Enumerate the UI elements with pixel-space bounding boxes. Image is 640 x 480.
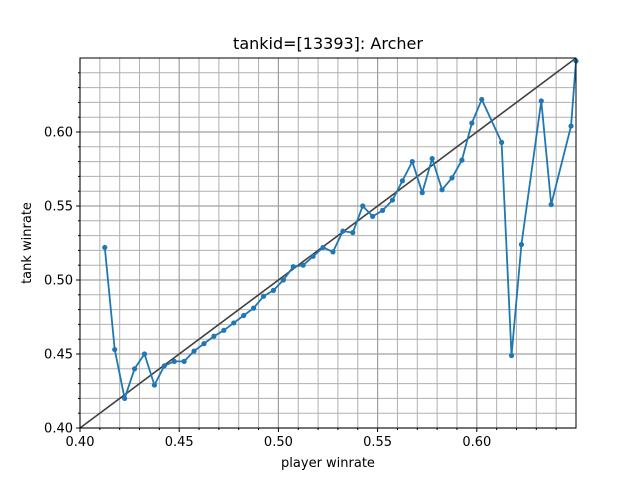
- data-point: [290, 264, 296, 270]
- minor-grid: [80, 58, 576, 428]
- data-point: [141, 351, 148, 357]
- series-group: [102, 58, 579, 401]
- data-point: [568, 123, 574, 129]
- data-point: [231, 320, 237, 326]
- data-point: [469, 120, 475, 126]
- x-tick-label: 0.40: [66, 435, 95, 450]
- data-point: [211, 333, 217, 339]
- data-point: [340, 228, 346, 234]
- ticks-group: 0.40 0.45 0.50 0.55 0.60 0.40 0.45 0.50 0.55 0.60: [44, 72, 557, 450]
- data-point: [449, 175, 455, 181]
- data-point: [300, 262, 306, 268]
- x-tick-label: 0.55: [363, 435, 392, 450]
- data-point: [548, 201, 554, 208]
- data-point: [399, 178, 405, 184]
- data-point: [122, 395, 128, 401]
- data-point: [370, 213, 376, 219]
- plot-frame: [79, 57, 577, 429]
- data-point: [181, 358, 187, 364]
- data-point: [508, 352, 515, 359]
- data-point: [538, 98, 544, 104]
- data-point: [429, 156, 435, 162]
- chart-title: tankid=[13393]: Archer: [233, 34, 423, 53]
- data-point: [260, 293, 267, 299]
- data-point: [241, 312, 247, 319]
- data-point: [310, 253, 316, 259]
- y-tick-label: 0.45: [44, 348, 73, 363]
- data-point: [439, 187, 445, 193]
- reference-line-group: [79, 57, 577, 429]
- data-point: [320, 244, 326, 251]
- data-point: [389, 197, 396, 203]
- y-tick-label: 0.55: [44, 200, 73, 215]
- data-point: [409, 159, 415, 165]
- data-point: [151, 382, 157, 388]
- data-point: [360, 203, 366, 209]
- data-point: [459, 157, 465, 163]
- y-tick-label: 0.40: [44, 422, 73, 437]
- data-point: [112, 346, 118, 353]
- data-point: [102, 244, 108, 251]
- data-point: [479, 96, 485, 103]
- data-point: [251, 305, 257, 311]
- data-point: [270, 287, 277, 293]
- x-tick-label: 0.60: [462, 435, 491, 450]
- data-point: [131, 366, 138, 372]
- x-tick-label: 0.50: [264, 435, 293, 450]
- y-tick-label: 0.60: [44, 126, 73, 141]
- data-point: [379, 207, 386, 214]
- data-point: [221, 327, 227, 333]
- data-point: [161, 363, 167, 369]
- data-point: [350, 230, 356, 236]
- data-point: [419, 190, 425, 196]
- series-line: [103, 60, 577, 400]
- data-point: [191, 348, 197, 354]
- y-axis-label: tank winrate: [20, 202, 35, 284]
- reference-line: [79, 57, 577, 429]
- data-point: [201, 341, 207, 347]
- data-point: [499, 139, 505, 145]
- data-point: [518, 241, 525, 248]
- y-tick-label: 0.50: [44, 274, 73, 289]
- data-point: [280, 277, 286, 283]
- x-tick-label: 0.45: [165, 435, 194, 450]
- data-point: [330, 249, 336, 255]
- x-axis-label: player winrate: [281, 456, 375, 471]
- data-point: [171, 358, 177, 364]
